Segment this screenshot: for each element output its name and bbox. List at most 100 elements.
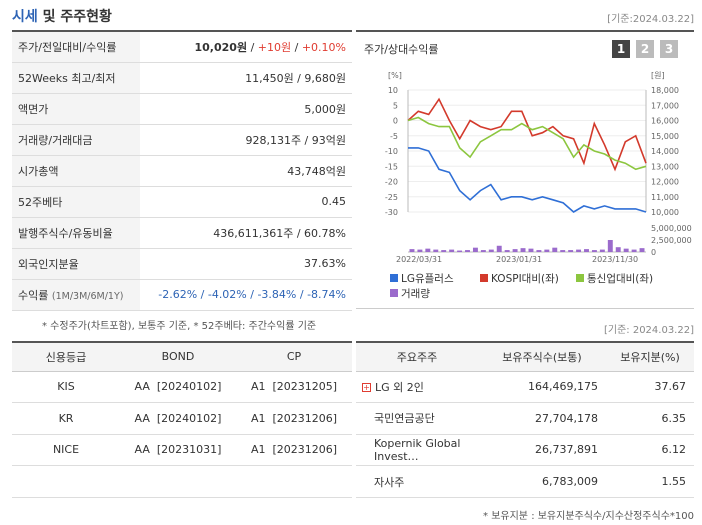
table-row: 자사주 6,783,009 1.55 xyxy=(356,465,694,498)
table-row: 시가총액 43,748억원 xyxy=(12,155,352,187)
y-tick-label: -25 xyxy=(385,193,398,202)
y2-tick-label: 15,000 xyxy=(651,132,679,141)
section-header: 시세 및 주주현황 [기준:2024.03.22] xyxy=(0,0,702,30)
y2-tick-label: 10,000 xyxy=(651,208,679,217)
volume-bar xyxy=(599,249,605,252)
volume-bar xyxy=(520,248,526,252)
volume-bar xyxy=(425,248,431,252)
y2-tick-label: 13,000 xyxy=(651,162,679,171)
chart-tab-2[interactable]: 2 xyxy=(636,40,654,58)
volume-bar xyxy=(504,250,510,252)
x-tick-label: 2023/11/30 xyxy=(592,255,638,264)
quote-footnote: * 수정주가(차트포함), 보통주 기준, * 52주베타: 주간수익률 기준 xyxy=(42,321,317,332)
table-row: 52주베타 0.45 xyxy=(12,186,352,218)
legend-swatch-2 xyxy=(576,274,584,282)
y2-tick-label: 16,000 xyxy=(651,117,679,126)
volume-tick-label: 0 xyxy=(651,248,656,257)
chart-title: 주가/상대수익률 xyxy=(364,43,439,56)
x-tick-label: 2023/01/31 xyxy=(496,255,542,264)
y2-tick-label: 17,000 xyxy=(651,101,679,110)
legend-label-0: LG유플러스 xyxy=(401,273,454,285)
table-row: 외국인지분율 37.63% xyxy=(12,248,352,280)
volume-bar xyxy=(591,250,597,252)
volume-bar xyxy=(631,249,637,252)
y-tick-label: -15 xyxy=(385,162,398,171)
volume-bar xyxy=(639,248,645,252)
legend-label-1: KOSPI대비(좌) xyxy=(491,273,559,285)
volume-bar xyxy=(615,247,621,252)
table-row: + LG 외 2인 164,469,175 37.67 xyxy=(356,371,694,404)
legend-swatch-0 xyxy=(390,274,398,282)
y-axis-unit: [%] xyxy=(388,71,402,80)
chart-panel: 주가/상대수익률 1 2 3 10 5 0 -5 -10 -15 -20 -25 -30 18,0… xyxy=(356,32,694,309)
y2-axis-unit: [원] xyxy=(651,71,665,80)
quote-table: 주가/전일대비/수익률 10,020원 / +10원 / +0.10% 52Wee… xyxy=(12,32,352,311)
volume-bar xyxy=(623,248,629,252)
volume-bar xyxy=(552,247,558,252)
volume-bar xyxy=(576,249,582,252)
volume-bar xyxy=(607,240,613,252)
legend-label-2: 통신업대비(좌) xyxy=(587,272,653,285)
volume-bar xyxy=(544,249,550,252)
volume-bar xyxy=(441,250,447,252)
chart-tabs: 1 2 3 xyxy=(612,40,678,58)
y-tick-label: -10 xyxy=(385,147,398,156)
table-row: KIS AA [20240102] A1 [20231205] xyxy=(12,371,352,404)
volume-bar xyxy=(560,250,566,252)
major-shareholders-table: 주요주주 보유주식수(보통) 보유지분(%) + LG 외 2인 164,469,1… xyxy=(356,341,694,498)
volume-bar xyxy=(449,249,455,252)
volume-bar xyxy=(512,249,518,252)
price-chart: 10 5 0 -5 -10 -15 -20 -25 -30 18,000 17,000 16,000 1… xyxy=(385,71,692,300)
volume-bar xyxy=(536,250,542,252)
table-row: Kopernik Global Invest… 26,737,891 6.12 xyxy=(356,434,694,467)
series-line-1 xyxy=(407,97,647,172)
volume-bar xyxy=(457,250,463,252)
volume-tick-label: 2,500,000 xyxy=(651,236,692,245)
volume-bar xyxy=(465,250,470,252)
table-row: 액면가 5,000원 xyxy=(12,93,352,126)
y-tick-label: -30 xyxy=(385,208,398,217)
x-tick-label: 2022/03/31 xyxy=(396,255,442,264)
y-tick-label: -20 xyxy=(385,178,398,187)
expand-icon[interactable]: + xyxy=(362,383,371,393)
volume-bar xyxy=(568,250,574,252)
y-tick-label: 10 xyxy=(388,86,398,95)
table-row: 국민연금공단 27,704,178 6.35 xyxy=(356,402,694,435)
table-row: NICE AA [20231031] A1 [20231206] xyxy=(12,434,352,467)
volume-bar xyxy=(488,249,494,252)
table-row: KR AA [20240102] A1 [20231206] xyxy=(12,402,352,435)
volume-bar xyxy=(496,245,502,252)
table-row: 거래량/거래대금 928,131주 / 93억원 xyxy=(12,124,352,157)
chart-tab-3[interactable]: 3 xyxy=(660,40,678,58)
legend-swatch-volume xyxy=(390,289,398,297)
table-row: 52Weeks 최고/최저 11,450원 / 9,680원 xyxy=(12,62,352,95)
section-title: 시세 및 주주현황 xyxy=(12,9,112,25)
legend-swatch-1 xyxy=(480,274,488,282)
volume-bar xyxy=(409,249,415,252)
y-tick-label: 5 xyxy=(393,101,398,110)
reference-date: [기준:2024.03.22] xyxy=(607,14,694,25)
holders-reference-date: [기준: 2024.03.22] xyxy=(603,325,694,336)
volume-bar xyxy=(417,249,423,252)
y-tick-label: -5 xyxy=(390,132,398,141)
volume-bar xyxy=(472,247,478,252)
volume-bar xyxy=(584,249,589,252)
y2-tick-label: 12,000 xyxy=(651,178,679,187)
y2-tick-label: 14,000 xyxy=(651,147,679,156)
volume-bar xyxy=(433,249,439,252)
table-row: 주가/전일대비/수익률 10,020원 / +10원 / +0.10% xyxy=(12,32,352,64)
y2-tick-label: 18,000 xyxy=(651,86,679,95)
chart-tab-1[interactable]: 1 xyxy=(612,40,630,58)
y-tick-label: 0 xyxy=(393,117,398,126)
series-line-0 xyxy=(408,147,647,213)
series-line-2 xyxy=(407,116,647,171)
legend-label-volume: 거래량 xyxy=(401,288,430,300)
holders-footnote: * 보유지분 : 보유지분주식수/지수산정주식수*100 xyxy=(483,511,694,522)
credit-rating-table: 신용등급 BOND CP KIS AA [20240102] A1 [2023120… xyxy=(12,341,352,498)
y2-tick-label: 11,000 xyxy=(651,193,679,202)
volume-bar xyxy=(528,248,534,252)
volume-bar xyxy=(480,250,486,252)
table-row: 수익률 (1M/3M/6M/1Y) -2.62% / -4.02% / -3.84… xyxy=(12,279,352,311)
table-row xyxy=(12,465,352,498)
table-row: 발행주식수/유동비율 436,611,361주 / 60.78% xyxy=(12,217,352,249)
